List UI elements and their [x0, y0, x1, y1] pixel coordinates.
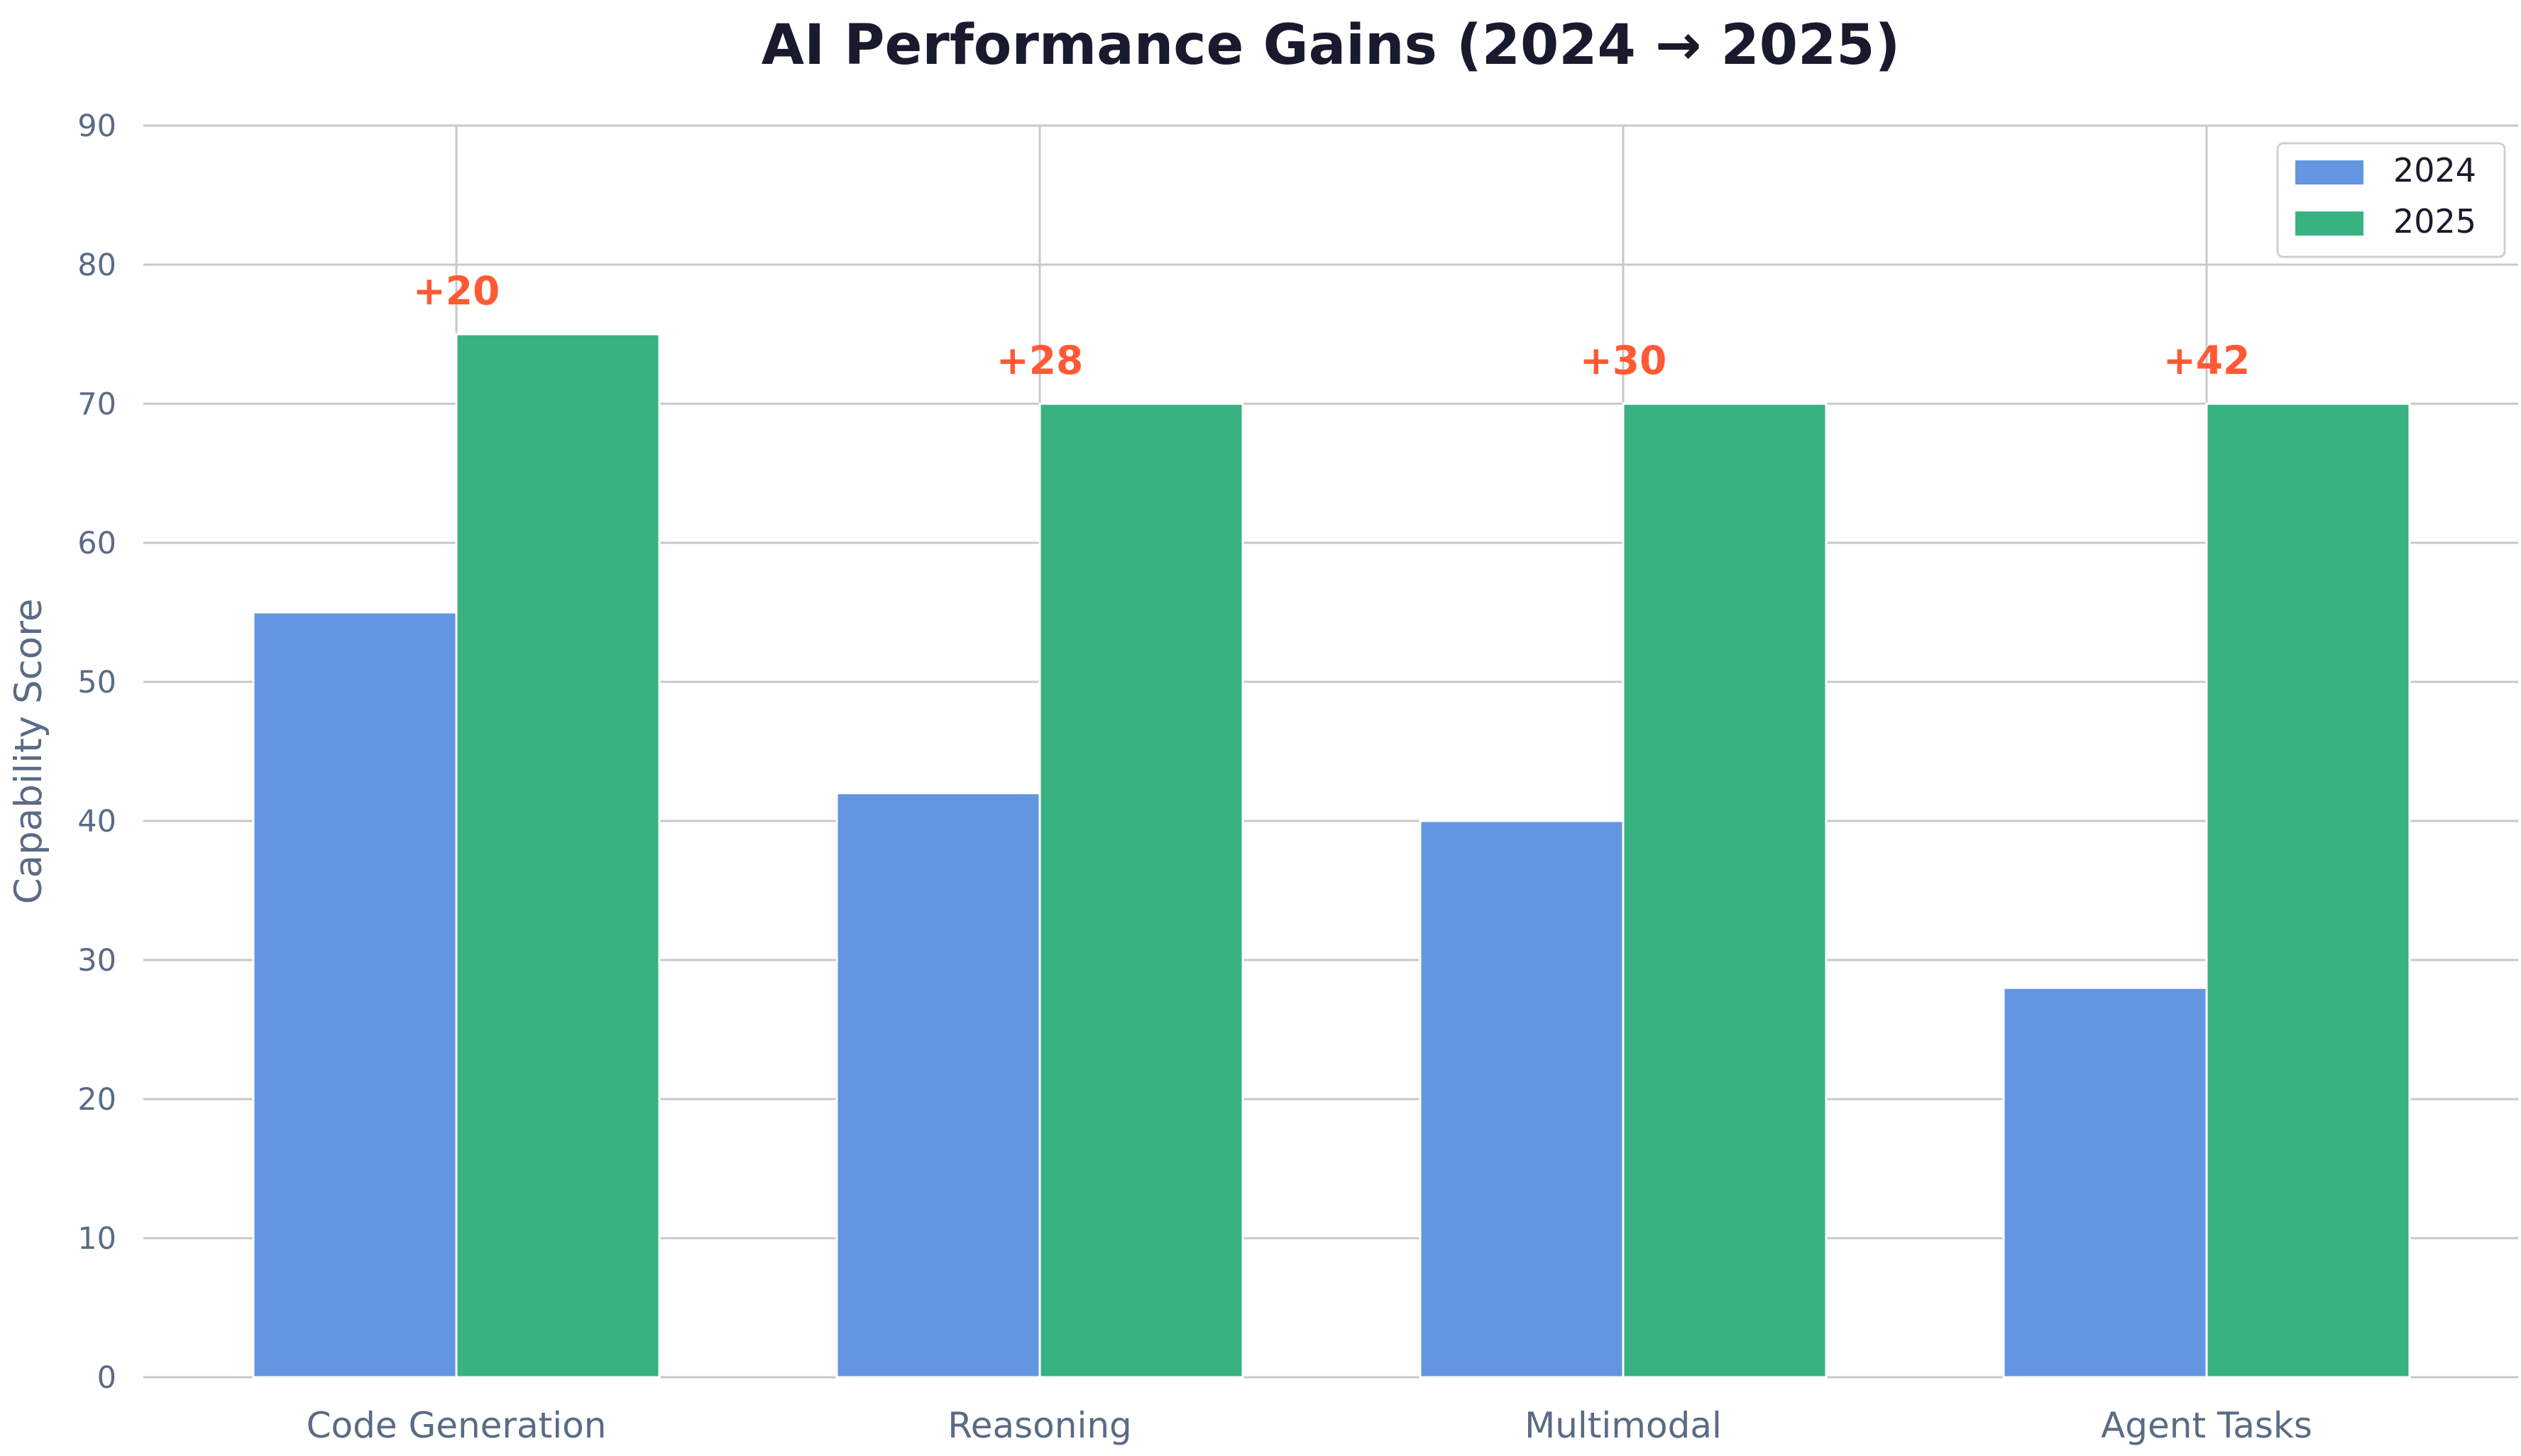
y-tick-label: 10 [77, 1221, 116, 1257]
gain-annotation: +42 [2163, 338, 2251, 383]
bar-2024-code-generation [252, 611, 458, 1379]
legend-swatch-2024 [2295, 160, 2363, 184]
y-tick-label: 40 [77, 804, 116, 839]
legend: 2024 2025 [2276, 142, 2506, 258]
x-category-label: Multimodal [1525, 1405, 1722, 1446]
y-tick-label: 20 [77, 1082, 116, 1118]
legend-swatch-2025 [2295, 211, 2363, 236]
x-category-label: Agent Tasks [2101, 1405, 2312, 1446]
legend-label-2025: 2025 [2393, 202, 2476, 241]
x-category-label: Reasoning [948, 1405, 1132, 1446]
gain-annotations: +20 +28 +30 +42 [413, 268, 2251, 383]
gain-annotation: +28 [996, 338, 1084, 383]
bar-2025-agent-tasks [2205, 402, 2411, 1379]
gain-annotation: +30 [1580, 338, 1667, 383]
gain-annotation: +20 [413, 268, 500, 314]
y-tick-labels: 0 10 20 30 40 50 60 70 80 90 [77, 109, 116, 1396]
y-tick-label: 0 [97, 1360, 116, 1396]
bar-2024-multimodal [1419, 820, 1625, 1379]
y-tick-label: 50 [77, 665, 116, 700]
bar-2025-code-generation [455, 333, 661, 1379]
legend-label-2024: 2024 [2393, 151, 2476, 189]
y-tick-label: 90 [77, 109, 116, 144]
y-axis-label: Capability Score [7, 599, 50, 905]
bar-2025-reasoning [1038, 402, 1244, 1379]
y-tick-label: 60 [77, 526, 116, 561]
category-labels: Code Generation Reasoning Multimodal Agent … [307, 1405, 2312, 1446]
chart-title: AI Performance Gains (2024 → 2025) [762, 13, 1900, 77]
y-tick-label: 80 [77, 248, 116, 283]
x-category-label: Code Generation [307, 1405, 607, 1446]
bars [252, 333, 2411, 1379]
bar-2024-reasoning [835, 792, 1041, 1379]
y-tick-label: 30 [77, 943, 116, 978]
bar-2024-agent-tasks [2002, 986, 2208, 1379]
y-tick-label: 70 [77, 387, 116, 422]
bar-2025-multimodal [1622, 402, 1828, 1379]
